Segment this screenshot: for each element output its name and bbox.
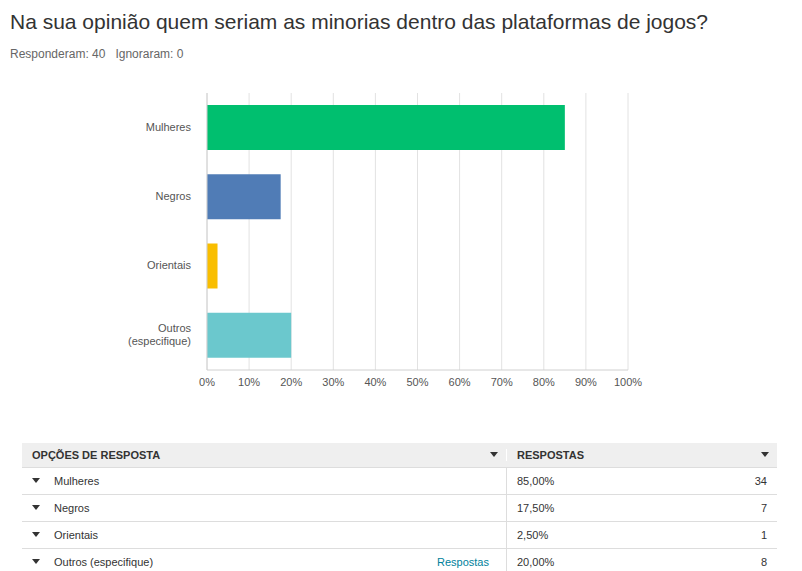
svg-text:100%: 100% xyxy=(614,376,642,388)
html-text:17,50%: 17,50% xyxy=(517,502,555,514)
svg-text:20%: 20% xyxy=(280,376,302,388)
html-text:Outros (especifique): Outros (especifique) xyxy=(54,556,153,568)
svg-text:60%: 60% xyxy=(449,376,471,388)
html-text:Orientais: Orientais xyxy=(54,529,98,541)
html-text:Mulheres: Mulheres xyxy=(54,475,100,487)
svg-text:Mulheres: Mulheres xyxy=(146,121,192,133)
svg-text:30%: 30% xyxy=(322,376,344,388)
svg-text:40%: 40% xyxy=(364,376,386,388)
html-text:7: 7 xyxy=(760,502,767,514)
svg-text:70%: 70% xyxy=(491,376,513,388)
html-text:Negros: Negros xyxy=(54,502,90,514)
svg-text:Outros(especifique): Outros(especifique) xyxy=(128,322,191,347)
html-text:Na sua opinião quem seriam as: Na sua opinião quem seriam as minorias d… xyxy=(10,10,708,33)
html-text:34: 34 xyxy=(754,475,767,487)
html-text:Respostas: Respostas xyxy=(437,556,489,568)
html-text:RESPOSTAS: RESPOSTAS xyxy=(517,449,584,461)
html-text:OPÇÕES DE RESPOSTA: OPÇÕES DE RESPOSTA xyxy=(32,449,161,461)
html-text:8: 8 xyxy=(760,556,767,568)
svg-text:0%: 0% xyxy=(199,376,215,388)
html-text:1: 1 xyxy=(760,529,767,541)
svg-text:10%: 10% xyxy=(238,376,260,388)
svg-text:90%: 90% xyxy=(575,376,597,388)
html-text:85,00%: 85,00% xyxy=(517,475,555,487)
svg-text:50%: 50% xyxy=(406,376,428,388)
html-text:Responderam: 40 Ignoraram: 0: Responderam: 40 Ignoraram: 0 xyxy=(10,47,184,61)
html-text:20,00%: 20,00% xyxy=(517,556,555,568)
svg-text:80%: 80% xyxy=(533,376,555,388)
svg-text:Negros: Negros xyxy=(156,190,192,202)
svg-text:Orientais: Orientais xyxy=(147,259,192,271)
html-text:2,50%: 2,50% xyxy=(517,529,549,541)
